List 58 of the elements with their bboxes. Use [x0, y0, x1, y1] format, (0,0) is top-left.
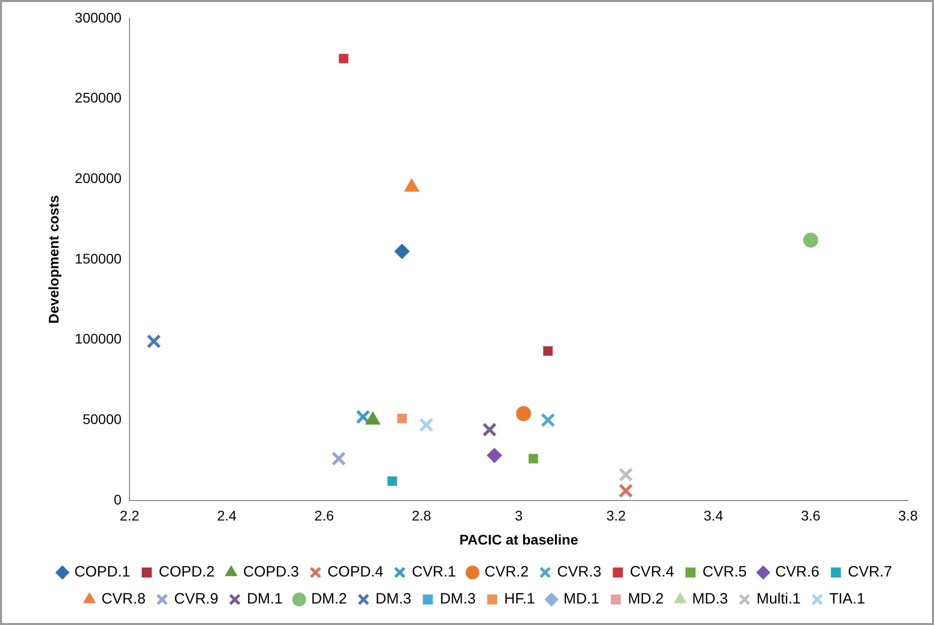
point [397, 414, 407, 424]
point [516, 406, 532, 422]
point [338, 54, 348, 64]
point [388, 476, 397, 486]
x-tick-label: 2.2 [120, 508, 140, 524]
legend-label: CVR.2 [484, 564, 529, 581]
y-tick-label: 150000 [74, 250, 122, 266]
y-tick-label: 200000 [74, 170, 122, 186]
point [332, 451, 346, 466]
legend-label: MD.2 [628, 590, 664, 608]
legend-label: DM.1 [246, 590, 283, 608]
y-tick-label: 100000 [74, 330, 122, 347]
legend-label: MD.1 [564, 590, 600, 608]
y-tick-label: 50000 [82, 410, 122, 427]
point [543, 346, 553, 356]
legend-label: Multi.1 [756, 590, 801, 608]
legend-label: CVR.3 [557, 564, 602, 581]
legend-label: TIA.1 [829, 590, 866, 608]
point [528, 454, 538, 464]
x-tick-label: 2.4 [217, 508, 237, 524]
legend-label: COPD.3 [243, 564, 299, 581]
y-tick-label: 300000 [74, 9, 122, 26]
x-tick-label: 3.2 [606, 508, 626, 524]
y-tick-label: 250000 [74, 90, 122, 106]
point [486, 448, 502, 463]
point [540, 412, 556, 428]
point [482, 422, 497, 437]
point [803, 232, 818, 248]
x-tick-label: 3.6 [800, 508, 821, 524]
legend-label: COPD.1 [74, 564, 130, 581]
point [356, 410, 370, 424]
legend-label: CVR.9 [174, 590, 218, 608]
legend-label: COPD.4 [327, 564, 384, 581]
legend-label: CVR.8 [101, 590, 146, 608]
legend-label: MD.3 [692, 590, 728, 608]
x-tick-label: 3.4 [704, 508, 724, 524]
legend-label: CVR.7 [848, 564, 892, 581]
legend-label: DM.2 [311, 590, 347, 608]
x-tick-label: 2.6 [314, 508, 334, 524]
point [146, 334, 161, 348]
x-axis-title: PACIC at baseline [459, 531, 578, 548]
y-axis-title: Development costs [45, 195, 62, 324]
legend-label: CVR.1 [412, 564, 456, 581]
point [419, 418, 434, 432]
point [618, 484, 633, 498]
x-tick-label: 2.8 [412, 508, 432, 524]
point [618, 468, 633, 482]
legend-label: CVR.5 [702, 564, 747, 581]
point [394, 244, 410, 259]
legend-label: HF.1 [504, 590, 536, 608]
x-tick-label: 3 [514, 508, 523, 524]
y-tick-label: 0 [114, 491, 122, 508]
legend-label: CVR.4 [630, 564, 674, 581]
legend-label: CVR.6 [775, 564, 820, 581]
x-tick-label: 3.8 [898, 508, 918, 524]
legend-label: DM.3 [440, 590, 476, 608]
legend-label: COPD.2 [158, 564, 215, 581]
legend-label: DM.3 [375, 590, 412, 608]
